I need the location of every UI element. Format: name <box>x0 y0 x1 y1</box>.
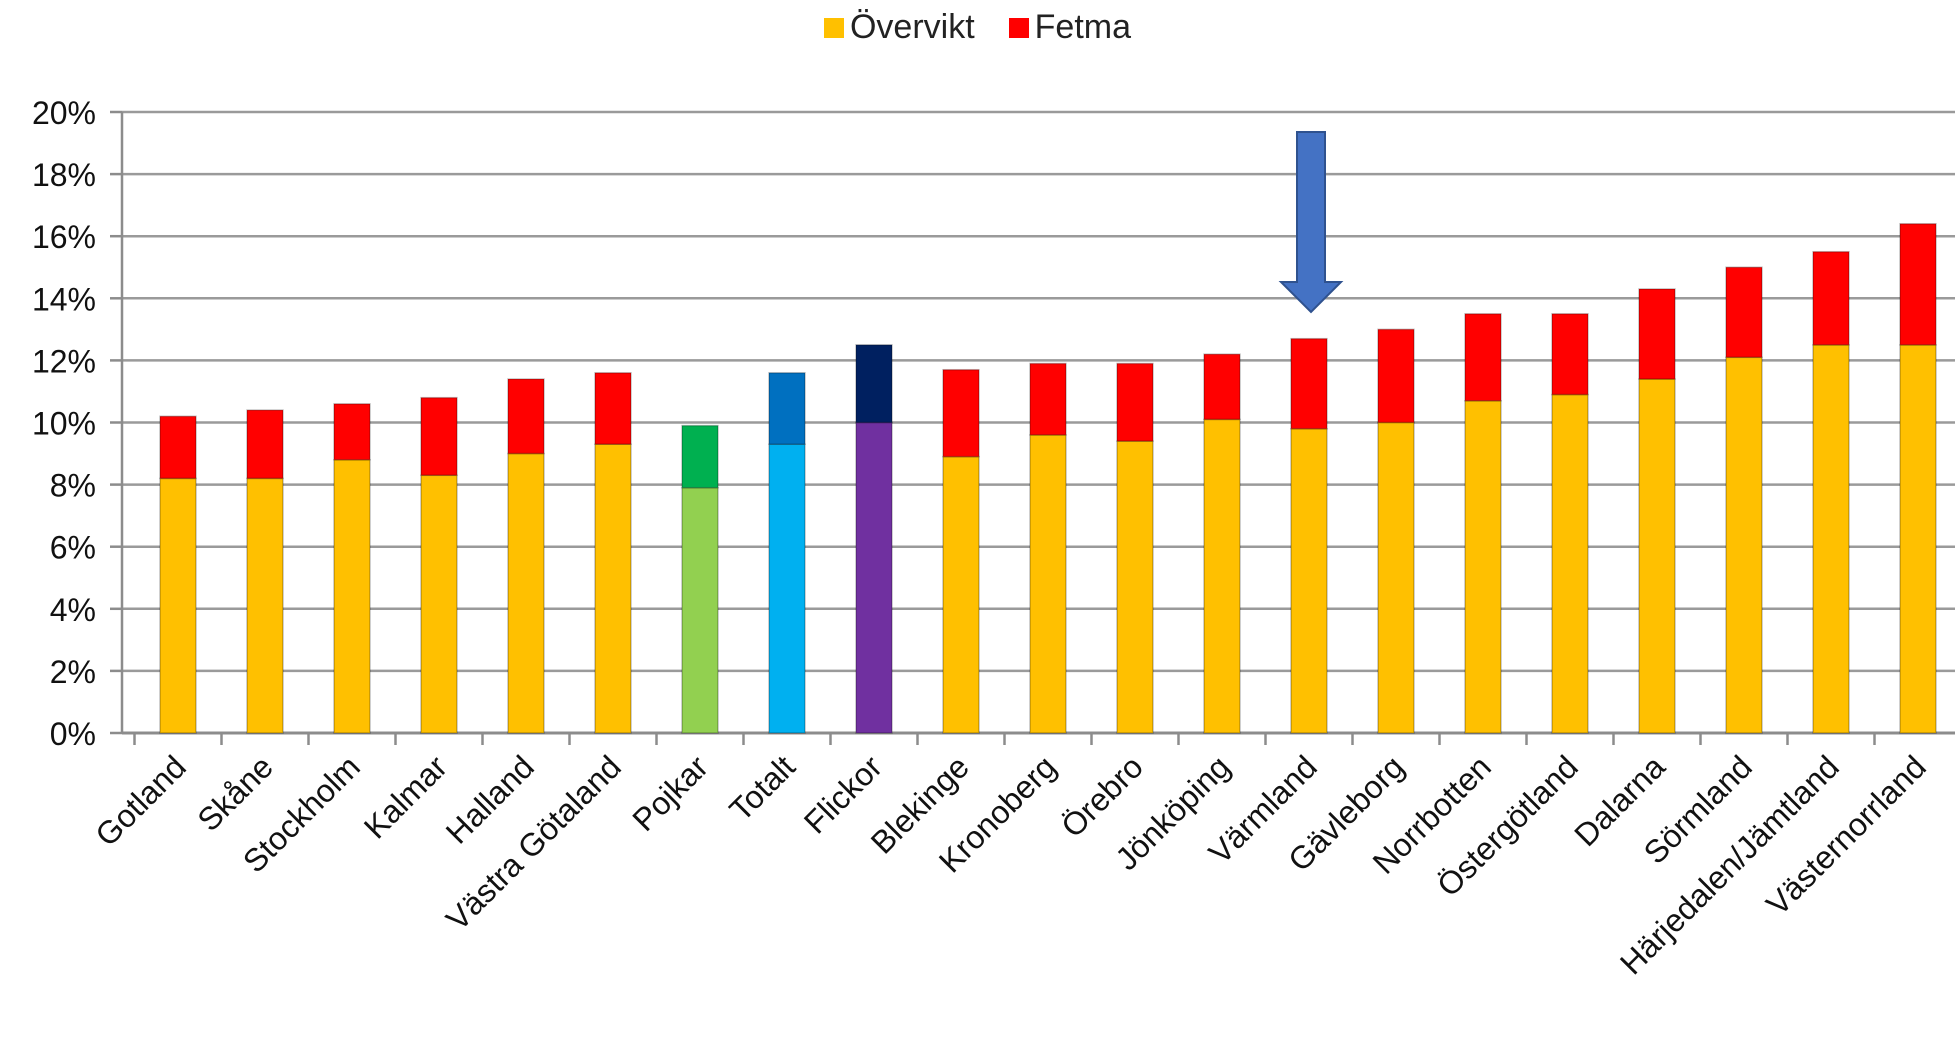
bar-fetma-halland <box>507 378 545 455</box>
bar-overvikt-norrbotten <box>1464 400 1502 734</box>
bar-overvikt-harjedalen-jamtland <box>1812 344 1850 734</box>
bar-fetma-skane <box>246 409 284 480</box>
x-tick-label-gotland: Gotland <box>88 748 193 853</box>
bar-fetma-gavleborg <box>1377 328 1415 424</box>
legend-swatch-fetma <box>1008 17 1029 38</box>
bar-fetma-blekinge <box>942 368 980 458</box>
bar-fetma-kronoberg <box>1029 362 1067 436</box>
bar-fetma-vasternorrland <box>1899 223 1937 346</box>
bar-fetma-varmland <box>1290 337 1328 430</box>
legend: Övervikt Fetma <box>0 8 1955 47</box>
bar-fetma-orebro <box>1116 362 1154 442</box>
bar-fetma-harjedalen-jamtland <box>1812 250 1850 346</box>
bar-overvikt-vastra-gotaland <box>594 443 632 734</box>
bar-fetma-stockholm <box>333 403 371 461</box>
x-tick-label-pojkar: Pojkar <box>625 748 715 838</box>
legend-label-fetma: Fetma <box>1034 8 1132 46</box>
bar-overvikt-gotland <box>159 477 197 734</box>
bar-overvikt-vasternorrland <box>1899 344 1937 734</box>
bar-overvikt-blekinge <box>942 455 980 734</box>
bar-fetma-ostergotland <box>1551 313 1589 396</box>
bar-overvikt-sormland <box>1725 356 1763 734</box>
bar-overvikt-halland <box>507 452 545 734</box>
y-tick-label: 4% <box>50 592 96 628</box>
x-tick-label-totalt: Totalt <box>722 748 802 828</box>
bar-fetma-vastra-gotaland <box>594 372 632 445</box>
highlight-down-arrow <box>1278 131 1344 314</box>
y-tick-label: 12% <box>32 343 96 379</box>
bar-fetma-totalt <box>768 372 806 445</box>
bar-fetma-norrbotten <box>1464 313 1502 402</box>
y-tick-label: 0% <box>50 716 96 752</box>
bar-overvikt-skane <box>246 477 284 734</box>
bar-overvikt-orebro <box>1116 440 1154 734</box>
y-tick-label: 8% <box>50 468 96 504</box>
bar-fetma-pojkar <box>681 424 719 489</box>
bar-overvikt-flickor <box>855 421 893 734</box>
y-tick-label: 20% <box>32 95 96 131</box>
x-tick-label-kalmar: Kalmar <box>357 748 454 845</box>
legend-item-fetma: Fetma <box>1008 8 1132 47</box>
y-tick-label: 14% <box>32 281 96 317</box>
bar-fetma-sormland <box>1725 266 1763 359</box>
y-tick-label: 18% <box>32 157 96 193</box>
y-tick-label: 16% <box>32 219 96 255</box>
legend-label-overvikt: Övervikt <box>849 8 975 46</box>
bar-fetma-flickor <box>855 344 893 424</box>
x-tick-label-vasternorrland: Västernorrland <box>1759 748 1933 922</box>
legend-swatch-overvikt <box>823 17 844 38</box>
y-tick-label: 6% <box>50 530 96 566</box>
bar-fetma-kalmar <box>420 396 458 477</box>
bar-overvikt-kronoberg <box>1029 434 1067 734</box>
bar-fetma-dalarna <box>1638 288 1676 380</box>
bar-overvikt-kalmar <box>420 474 458 734</box>
bar-overvikt-jonkoping <box>1203 418 1241 734</box>
bar-overvikt-dalarna <box>1638 378 1676 734</box>
bar-overvikt-pojkar <box>681 486 719 734</box>
bar-fetma-jonkoping <box>1203 353 1241 421</box>
bar-overvikt-gavleborg <box>1377 421 1415 734</box>
bar-overvikt-totalt <box>768 443 806 734</box>
bar-overvikt-stockholm <box>333 459 371 734</box>
legend-item-overvikt: Övervikt <box>823 8 975 47</box>
bar-overvikt-varmland <box>1290 427 1328 734</box>
y-tick-label: 10% <box>32 406 96 442</box>
bar-fetma-gotland <box>159 415 197 480</box>
bar-overvikt-ostergotland <box>1551 393 1589 734</box>
y-tick-label: 2% <box>50 654 96 690</box>
